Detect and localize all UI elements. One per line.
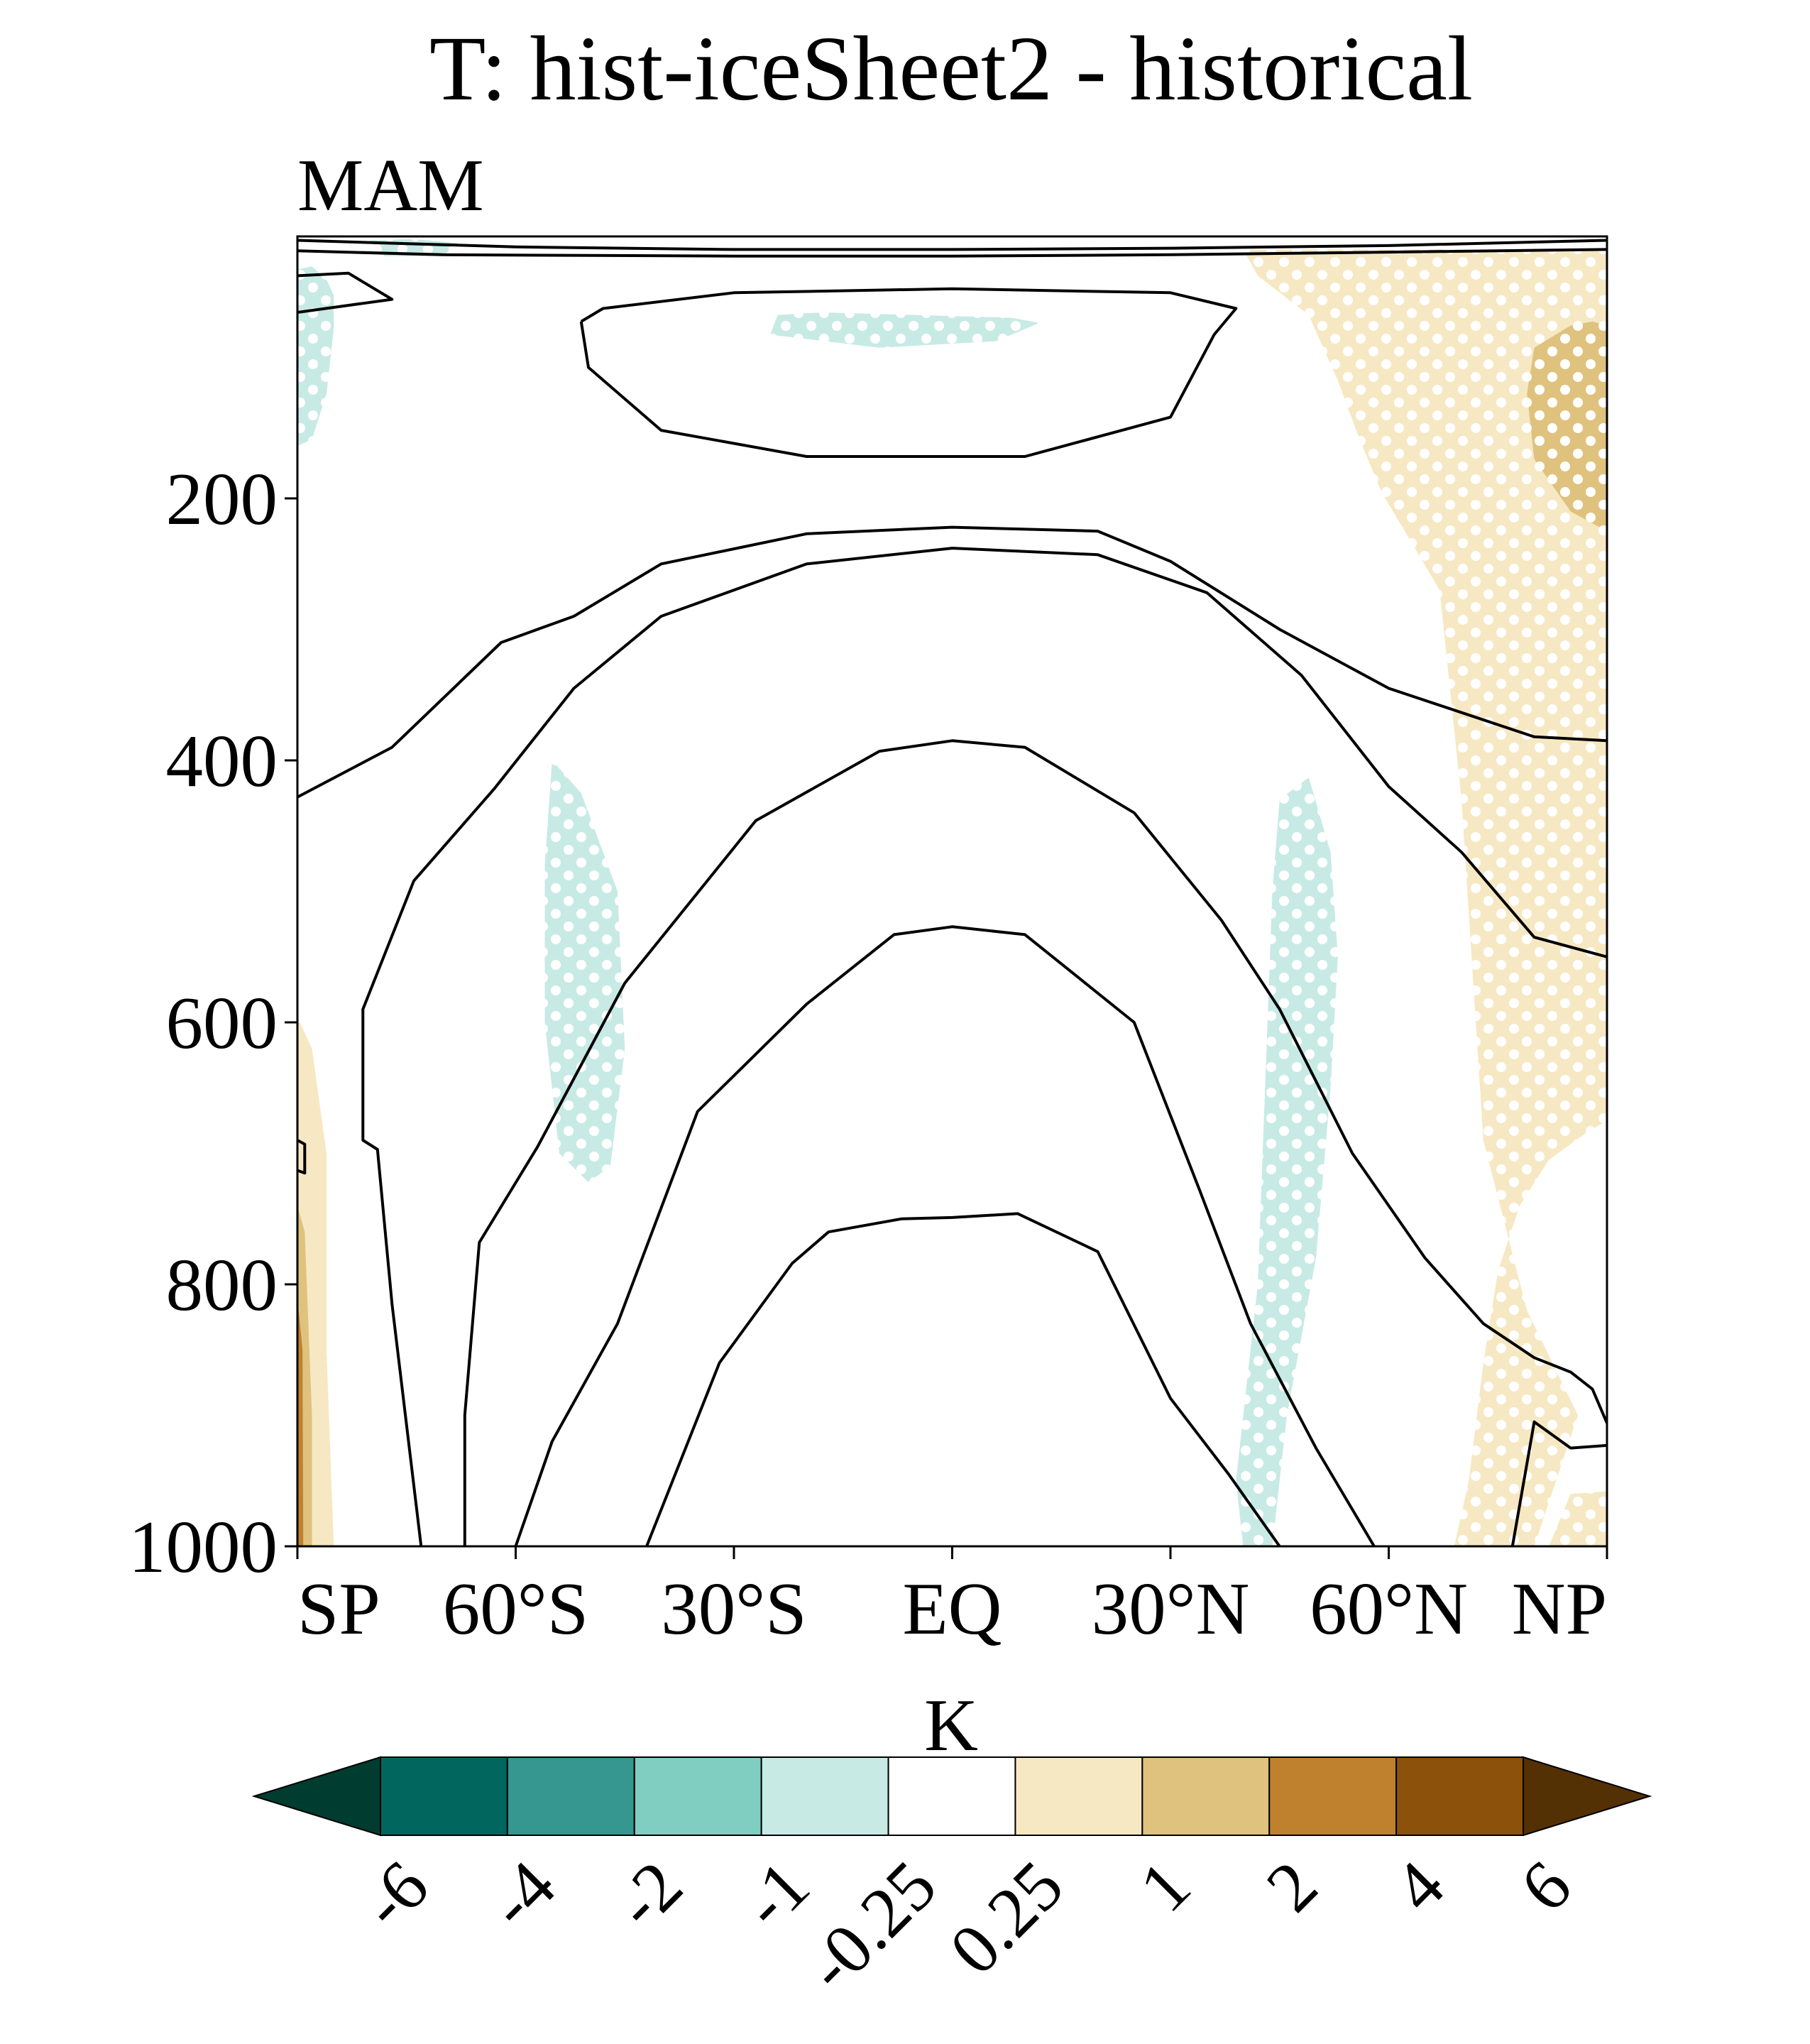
colorbar-tick-label-7: 2 xyxy=(1251,1846,1332,1927)
stipple-overlay-5 xyxy=(1243,249,1607,1546)
x-tick-label-6: NP xyxy=(1512,1567,1607,1650)
y-axis: 200 400 600 800 1000 xyxy=(128,457,297,1588)
contour-line-10 xyxy=(297,1139,307,1175)
y-tick-label-1: 400 xyxy=(166,719,278,802)
colorbar-extend-high xyxy=(1523,1756,1652,1837)
colorbar-label: K xyxy=(924,1683,978,1766)
x-tick-label-1: 60°S xyxy=(443,1567,588,1650)
shaded-regions xyxy=(297,239,1607,1546)
colorbar: -6 -4 -2 -1-0.250.25 1 2 4 6 xyxy=(251,1756,1652,2006)
y-tick-label-3: 800 xyxy=(166,1243,278,1326)
colorbar-tick-label-2: -2 xyxy=(600,1846,697,1943)
x-tick-label-3: EQ xyxy=(903,1567,1002,1650)
contour-line-7 xyxy=(514,925,1376,1546)
stipple-overlay-2 xyxy=(770,312,1040,348)
colorbar-tick-label-0: -6 xyxy=(346,1846,443,1943)
colorbar-cell-2 xyxy=(633,1756,762,1836)
contour-line-4 xyxy=(297,525,1607,799)
contour-line-0 xyxy=(297,239,1607,251)
colorbar-tick-label-4: -0.25 xyxy=(791,1846,951,2006)
stipple-overlay-6 xyxy=(1527,321,1607,532)
stipple-overlay-3 xyxy=(544,760,625,1183)
x-tick-label-2: 30°S xyxy=(661,1567,806,1650)
x-axis: SP 60°S 30°S EQ 30°N 60°N NP xyxy=(296,1546,1608,1650)
contour-line-1 xyxy=(297,248,1607,258)
x-tick-label-4: 30°N xyxy=(1092,1567,1250,1650)
contour-line-5 xyxy=(361,547,1607,1546)
colorbar-cell-8 xyxy=(1395,1756,1524,1836)
y-tick-label-0: 200 xyxy=(166,457,278,540)
shaded-region-9 xyxy=(297,1297,304,1546)
chart-title: T: hist-iceSheet2 - historical xyxy=(429,18,1473,120)
x-tick-label-5: 60°N xyxy=(1310,1567,1468,1650)
contour-line-3 xyxy=(579,287,1238,458)
y-tick-label-4: 1000 xyxy=(128,1505,278,1588)
contour-line-6 xyxy=(463,739,1607,1546)
colorbar-cell-4 xyxy=(887,1756,1016,1836)
colorbar-cell-5 xyxy=(1014,1756,1143,1836)
chart-subtitle: MAM xyxy=(297,143,484,226)
colorbar-tick-label-1: -4 xyxy=(473,1846,570,1943)
contour-lines xyxy=(297,239,1607,1546)
colorbar-tick-label-3: -1 xyxy=(727,1846,824,1943)
y-tick-label-2: 600 xyxy=(166,981,278,1064)
contour-line-8 xyxy=(645,1212,1281,1546)
colorbar-extend-low xyxy=(251,1756,381,1837)
colorbar-cell-1 xyxy=(506,1756,635,1836)
contour-line-9 xyxy=(1510,1420,1607,1546)
plot-area xyxy=(296,235,1608,1548)
colorbar-cell-0 xyxy=(380,1756,508,1836)
stipple-overlay-4 xyxy=(1236,777,1338,1546)
colorbar-cell-7 xyxy=(1268,1756,1398,1836)
colorbar-tick-label-5: 0.25 xyxy=(935,1846,1078,1989)
x-tick-label-0: SP xyxy=(297,1567,380,1650)
colorbar-tick-label-9: 6 xyxy=(1505,1846,1586,1927)
colorbar-tick-label-8: 4 xyxy=(1378,1846,1459,1927)
contour-line-2 xyxy=(297,271,394,314)
colorbar-cell-3 xyxy=(760,1756,889,1836)
colorbar-tick-label-6: 1 xyxy=(1124,1846,1205,1927)
stipple-overlay-0 xyxy=(297,266,334,447)
colorbar-cell-6 xyxy=(1141,1756,1271,1836)
